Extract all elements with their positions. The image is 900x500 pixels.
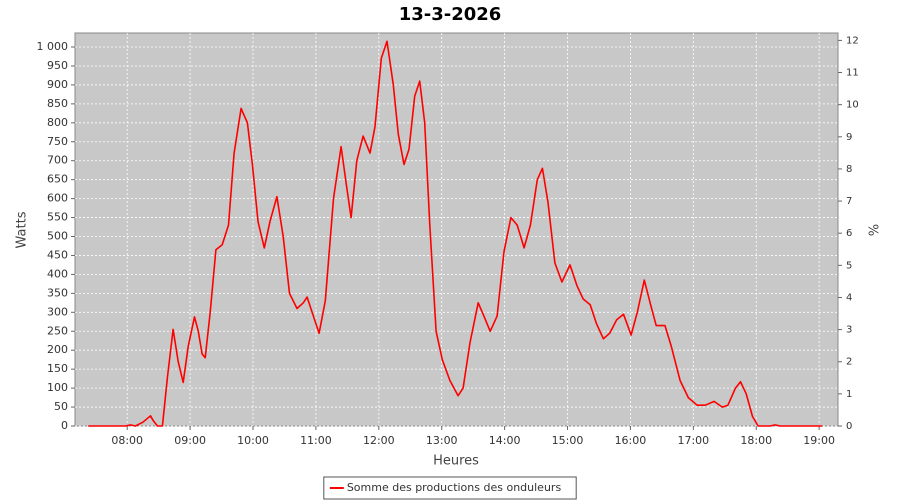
y-tick-label: 900 bbox=[47, 78, 68, 91]
y-tick-label: 350 bbox=[47, 286, 68, 299]
y-tick-label: 400 bbox=[47, 267, 68, 280]
y-tick-label: 550 bbox=[47, 211, 68, 224]
x-tick-label: 10:00 bbox=[237, 434, 269, 447]
y-tick-label: 300 bbox=[47, 305, 68, 318]
y2-tick-label: 4 bbox=[846, 292, 852, 303]
y2-tick-label: 8 bbox=[846, 164, 852, 175]
y2-tick-label: 2 bbox=[846, 357, 852, 368]
y-tick-label: 600 bbox=[47, 192, 68, 205]
y2-tick-label: 9 bbox=[846, 132, 852, 143]
x-tick-label: 13:00 bbox=[426, 434, 458, 447]
y-tick-label: 500 bbox=[47, 230, 68, 243]
x-tick-label: 09:00 bbox=[174, 434, 206, 447]
y2-tick-label: 5 bbox=[846, 260, 852, 271]
y2-tick-label: 7 bbox=[846, 196, 852, 207]
y-tick-label: 450 bbox=[47, 248, 68, 261]
y-tick-label: 50 bbox=[54, 400, 68, 413]
y-tick-label: 150 bbox=[47, 362, 68, 375]
x-axis-label: Heures bbox=[433, 454, 479, 469]
y-tick-label: 850 bbox=[47, 97, 68, 110]
y-tick-label: 800 bbox=[47, 116, 68, 129]
x-tick-label: 12:00 bbox=[363, 434, 395, 447]
x-tick-label: 16:00 bbox=[615, 434, 647, 447]
x-tick-label: 15:00 bbox=[552, 434, 584, 447]
x-tick-label: 08:00 bbox=[111, 434, 143, 447]
legend-box bbox=[323, 476, 577, 500]
y2-tick-label: 6 bbox=[846, 228, 852, 239]
x-tick-label: 17:00 bbox=[677, 434, 709, 447]
y-tick-label: 250 bbox=[47, 324, 68, 337]
y2-tick-label: 3 bbox=[846, 325, 852, 336]
legend-label: Somme des productions des onduleurs bbox=[347, 481, 562, 494]
plot-area bbox=[74, 32, 839, 427]
x-tick-label: 18:00 bbox=[740, 434, 772, 447]
y-tick-label: 100 bbox=[47, 381, 68, 394]
y-tick-label: 750 bbox=[47, 135, 68, 148]
y-axis-label: Watts bbox=[15, 211, 30, 248]
y-tick-label: 200 bbox=[47, 343, 68, 356]
y2-axis-label: % bbox=[865, 224, 880, 236]
y2-tick-label: 10 bbox=[846, 100, 859, 111]
x-tick-label: 19:00 bbox=[803, 434, 835, 447]
y-tick-label: 950 bbox=[47, 59, 68, 72]
y2-tick-label: 12 bbox=[846, 35, 859, 46]
y2-tick-label: 0 bbox=[846, 421, 852, 432]
x-tick-label: 11:00 bbox=[300, 434, 332, 447]
y-tick-label: 700 bbox=[47, 154, 68, 167]
y-tick-label: 650 bbox=[47, 173, 68, 186]
legend: Somme des productions des onduleurs bbox=[323, 476, 577, 500]
x-tick-label: 14:00 bbox=[489, 434, 521, 447]
y-tick-label: 0 bbox=[61, 419, 68, 432]
chart-title: 13-3-2026 bbox=[399, 4, 502, 25]
y2-tick-label: 1 bbox=[846, 389, 852, 400]
series-line bbox=[88, 40, 823, 427]
y-tick-label: 1 000 bbox=[37, 40, 69, 53]
y2-tick-label: 11 bbox=[846, 68, 859, 79]
